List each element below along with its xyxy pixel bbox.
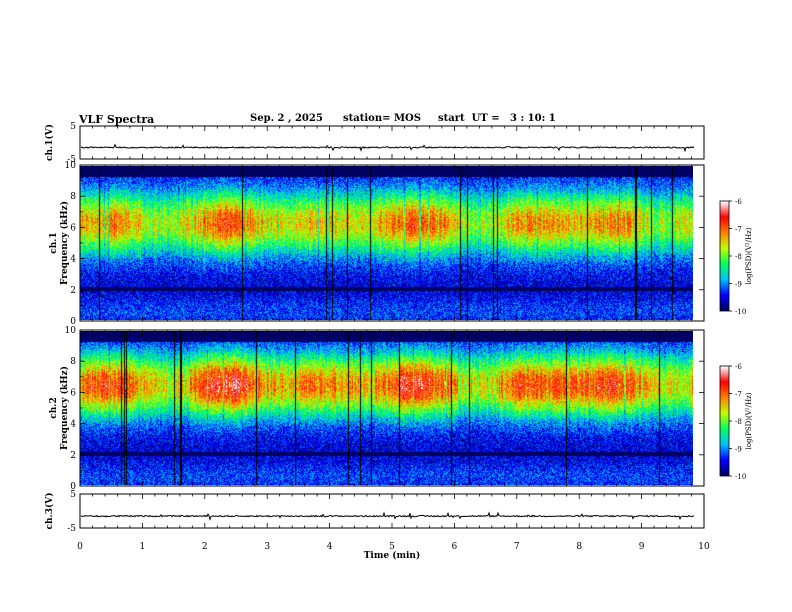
ch3-voltage-ytick-label: 5: [70, 490, 76, 500]
ch2-spectrogram-ytick-label: 2: [70, 451, 76, 461]
station-label: station= MOS: [343, 113, 421, 124]
ch3-voltage-frame: [79, 493, 705, 529]
start-time-label: start UT = 3 : 10: 1: [438, 113, 556, 124]
ch1-spectrogram-colorbar-tick-label: -8: [735, 253, 742, 261]
x-tick-label: 2: [202, 542, 208, 552]
ch2-spectrogram-ytick-label: 0: [70, 482, 76, 492]
ch2-spectrogram-image: [80, 331, 693, 485]
ch1-voltage-ytick-label: 5: [70, 122, 76, 132]
ch2-spectrogram-ytick-label: 10: [65, 326, 77, 336]
date-label: Sep. 2 , 2025: [250, 113, 323, 124]
ch3-voltage-ylabel: ch.3(V): [44, 493, 55, 530]
ch2-spectrogram-colorbar-label: log(PSD)(V²/Hz): [745, 392, 753, 449]
ch1-spectrogram-colorbar-tick-label: -9: [735, 281, 742, 289]
ch1-spectrogram-ytick-label: 2: [70, 286, 76, 296]
ch1-spectrogram-colorbar-tick-label: -6: [735, 198, 742, 206]
ch1-spectrogram-ytick-label: 4: [70, 255, 76, 265]
ch1-colorbar-image: [720, 201, 729, 311]
ch3-voltage-trace: [80, 511, 695, 521]
ch1-voltage-trace: [80, 143, 695, 153]
x-tick-label: 7: [514, 542, 520, 552]
ch1-voltage-ylabel: ch.1(V): [44, 124, 55, 161]
ch1-spectrogram-ytick-label: 6: [70, 223, 76, 233]
ch2-spectrogram-colorbar-tick-label: -7: [735, 391, 742, 399]
ch2-spectrogram-ytick-label: 4: [70, 420, 76, 430]
x-tick-label: 8: [576, 542, 582, 552]
ch2-spectrogram-ytick-label: 8: [70, 357, 76, 367]
ch2-spectrogram-colorbar-tick-label: -8: [735, 418, 742, 426]
ch2-spectrogram-colorbar-tick-label: -10: [735, 473, 746, 481]
ch1-spectrogram-image: [80, 166, 693, 320]
x-tick-label: 10: [698, 542, 710, 552]
x-tick-label: 6: [452, 542, 458, 552]
ch2-spectrogram-channel-label: ch.2: [49, 397, 59, 418]
ch2-spectrogram-colorbar-tick-label: -6: [735, 363, 742, 371]
ch2-spectrogram-frequency-label: Frequency (kHz): [59, 366, 70, 450]
figure-title: VLF Spectra: [79, 113, 155, 126]
ch3-voltage-ytick-label: -5: [67, 524, 76, 534]
ch1-spectrogram-channel-label: ch.1: [49, 232, 59, 253]
x-tick-label: 5: [389, 542, 395, 552]
ch2-spectrogram-colorbar-tick-label: -9: [735, 446, 742, 454]
ch1-spectrogram-frequency-label: Frequency (kHz): [59, 201, 70, 285]
x-tick-label: 0: [77, 542, 83, 552]
x-tick-label: 9: [639, 542, 645, 552]
x-axis-label: Time (min): [364, 550, 421, 561]
x-tick-label: 4: [327, 542, 333, 552]
ch2-colorbar-image: [720, 366, 729, 476]
ch2-spectrogram-ytick-label: 6: [70, 388, 76, 398]
ch1-voltage-ytick-label: -5: [67, 155, 76, 165]
ch1-spectrogram-colorbar-tick-label: -7: [735, 226, 742, 234]
x-tick-label: 3: [264, 542, 270, 552]
x-tick-label: 1: [140, 542, 146, 552]
ch1-spectrogram-colorbar-label: log(PSD)(V²/Hz): [745, 227, 753, 284]
ch1-spectrogram-ytick-label: 0: [70, 317, 76, 327]
ch1-spectrogram-ytick-label: 10: [65, 161, 77, 171]
ch1-spectrogram-ytick-label: 8: [70, 192, 76, 202]
ch1-spectrogram-colorbar-tick-label: -10: [735, 308, 746, 316]
